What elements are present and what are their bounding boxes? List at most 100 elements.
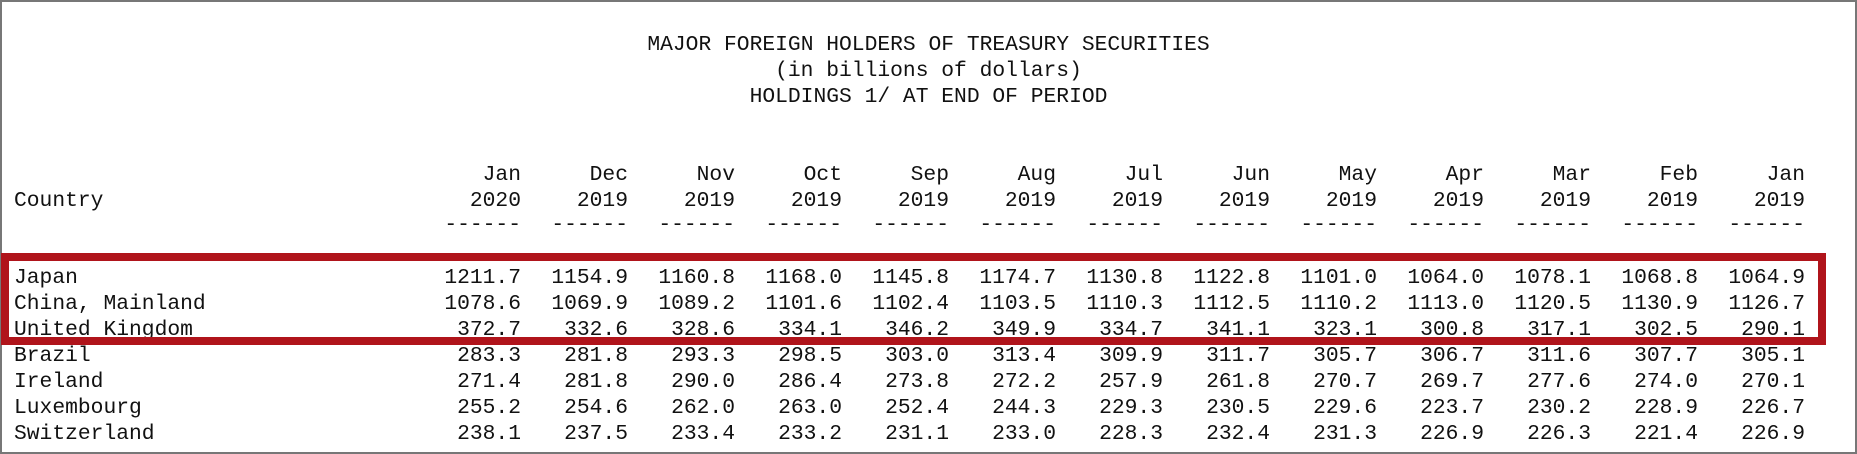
holding-value: 293.3	[671, 344, 735, 368]
table-row: Luxembourg 255.2 254.6 262.0 263.0 252.4 244.3…	[14, 395, 1814, 421]
holding-value: 281.8	[564, 370, 628, 394]
holding-value: 237.5	[564, 422, 628, 446]
holding-value: 230.2	[1527, 396, 1591, 420]
holding-value: 323.1	[1313, 318, 1377, 342]
holding-value: 1064.9	[1728, 266, 1805, 290]
holding-value: 226.9	[1420, 422, 1484, 446]
holding-value: 317.1	[1527, 318, 1591, 342]
country-name: Switzerland	[14, 422, 155, 446]
column-separator: ------	[979, 213, 1056, 237]
holding-value: 1110.2	[1300, 292, 1377, 316]
holding-value: 223.7	[1420, 396, 1484, 420]
column-header-month: Dec	[589, 163, 628, 187]
holding-value: 305.7	[1313, 344, 1377, 368]
holding-value: 1089.2	[658, 292, 735, 316]
column-separator: ------	[658, 213, 735, 237]
country-column-header: Country	[14, 189, 104, 213]
column-header-year: 2019	[1218, 189, 1270, 213]
holding-value: 1069.9	[551, 292, 628, 316]
column-header-month: Sep	[910, 163, 949, 187]
country-name: Japan	[14, 266, 78, 290]
holding-value: 372.7	[457, 318, 521, 342]
holding-value: 1113.0	[1407, 292, 1484, 316]
holding-value: 300.8	[1420, 318, 1484, 342]
holding-value: 346.2	[885, 318, 949, 342]
column-header-year: 2019	[1432, 189, 1484, 213]
column-header-month: Jun	[1231, 163, 1270, 187]
country-name: China, Mainland	[14, 292, 206, 316]
holding-value: 1211.7	[444, 266, 521, 290]
holding-value: 277.6	[1527, 370, 1591, 394]
holding-value: 311.6	[1527, 344, 1591, 368]
table-row: Japan 1211.7 1154.9 1160.8 1168.0 1145.8 1174.…	[14, 265, 1814, 291]
table-row: Switzerland 238.1 237.5 233.4 233.2 231.1 233.…	[14, 421, 1814, 447]
holding-value: 1130.8	[1086, 266, 1163, 290]
holding-value: 1122.8	[1193, 266, 1270, 290]
holding-value: 328.6	[671, 318, 735, 342]
holding-value: 228.3	[1099, 422, 1163, 446]
holding-value: 255.2	[457, 396, 521, 420]
holding-value: 257.9	[1099, 370, 1163, 394]
holding-value: 1168.0	[765, 266, 842, 290]
column-separator: ------	[551, 213, 628, 237]
column-separator: ------	[1300, 213, 1377, 237]
holding-value: 1174.7	[979, 266, 1056, 290]
country-name: Brazil	[14, 344, 91, 368]
holding-value: 1120.5	[1514, 292, 1591, 316]
table-row: United Kingdom 372.7 332.6 328.6 334.1 346.2 3…	[14, 317, 1814, 343]
holding-value: 1078.1	[1514, 266, 1591, 290]
holding-value: 1078.6	[444, 292, 521, 316]
holding-value: 244.3	[992, 396, 1056, 420]
holding-value: 334.7	[1099, 318, 1163, 342]
holding-value: 1103.5	[979, 292, 1056, 316]
holding-value: 261.8	[1206, 370, 1270, 394]
holding-value: 232.4	[1206, 422, 1270, 446]
column-separator: ------	[765, 213, 842, 237]
holding-value: 1101.6	[765, 292, 842, 316]
column-header-year: 2019	[1325, 189, 1377, 213]
column-separator: ------	[1407, 213, 1484, 237]
column-header-month: Oct	[803, 163, 842, 187]
holding-value: 230.5	[1206, 396, 1270, 420]
holding-value: 1068.8	[1621, 266, 1698, 290]
holding-value: 1110.3	[1086, 292, 1163, 316]
column-header-year: 2019	[576, 189, 628, 213]
holding-value: 231.1	[885, 422, 949, 446]
country-name: Ireland	[14, 370, 104, 394]
holding-value: 254.6	[564, 396, 628, 420]
column-header-month: Apr	[1445, 163, 1484, 187]
holding-value: 283.3	[457, 344, 521, 368]
holding-value: 303.0	[885, 344, 949, 368]
holding-value: 274.0	[1634, 370, 1698, 394]
holding-value: 270.7	[1313, 370, 1377, 394]
holding-value: 226.7	[1741, 396, 1805, 420]
column-header-month: Jan	[1766, 163, 1805, 187]
holding-value: 290.1	[1741, 318, 1805, 342]
holding-value: 1145.8	[872, 266, 949, 290]
holding-value: 1064.0	[1407, 266, 1484, 290]
column-header-year: 2019	[790, 189, 842, 213]
table-row: Ireland 271.4 281.8 290.0 286.4 273.8 272.2 257…	[14, 369, 1814, 395]
country-name: Luxembourg	[14, 396, 142, 420]
holding-value: 233.2	[778, 422, 842, 446]
holding-value: 272.2	[992, 370, 1056, 394]
holding-value: 1126.7	[1728, 292, 1805, 316]
holding-value: 341.1	[1206, 318, 1270, 342]
holding-value: 302.5	[1634, 318, 1698, 342]
report-title: MAJOR FOREIGN HOLDERS OF TREASURY SECURI…	[647, 33, 1210, 57]
holding-value: 309.9	[1099, 344, 1163, 368]
holding-value: 238.1	[457, 422, 521, 446]
country-name: United Kingdom	[14, 318, 193, 342]
holding-value: 334.1	[778, 318, 842, 342]
report-subtitle-units: (in billions of dollars)	[775, 59, 1082, 83]
holding-value: 332.6	[564, 318, 628, 342]
column-header-month: Mar	[1552, 163, 1591, 187]
column-separator: ------	[1514, 213, 1591, 237]
holding-value: 1160.8	[658, 266, 735, 290]
holding-value: 306.7	[1420, 344, 1484, 368]
holding-value: 233.0	[992, 422, 1056, 446]
column-separator: ------	[444, 213, 521, 237]
column-header-year: 2019	[1004, 189, 1056, 213]
column-separator: ------	[1621, 213, 1698, 237]
